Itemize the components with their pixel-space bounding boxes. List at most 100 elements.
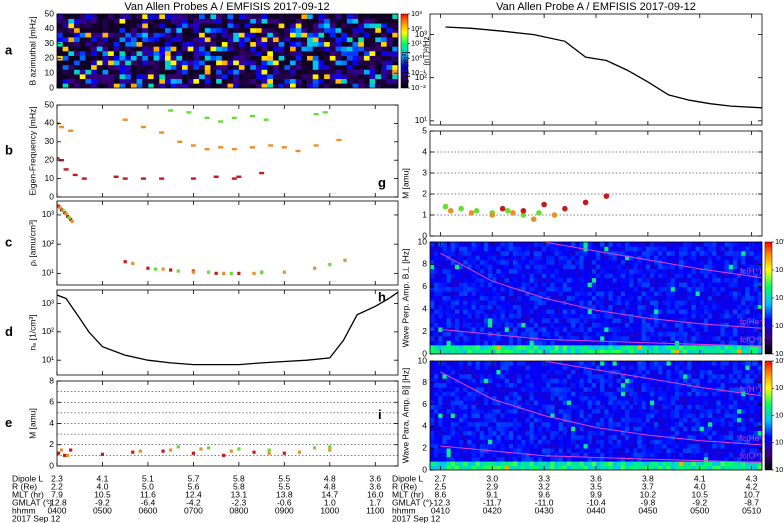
spectrogram-cell (562, 250, 568, 256)
spectrogram-cell (504, 369, 510, 375)
spectrogram-cell (517, 327, 522, 332)
spectrogram-cell (687, 417, 692, 423)
spectrogram-cell (662, 313, 667, 319)
spectrogram-cell (459, 422, 464, 427)
spectrogram-cell (546, 300, 551, 306)
spectrogram-cell (91, 83, 98, 88)
spectrogram-cell (529, 322, 535, 328)
spectrogram-cell (591, 417, 597, 423)
spectrogram-cell (221, 14, 228, 19)
spectrogram-cell (483, 277, 489, 283)
spectrogram-cell (687, 259, 692, 265)
spectrogram-cell (749, 268, 754, 274)
spectrogram-cell (341, 23, 348, 29)
spectrogram-cell (529, 340, 535, 346)
spectrogram-cell (521, 439, 526, 445)
spectrogram-cell (625, 400, 630, 405)
spectrogram-cell (600, 395, 605, 401)
spectrogram-cell (566, 295, 572, 301)
spectrogram-cell (508, 291, 514, 297)
spectrogram-cell (450, 413, 456, 418)
spectrogram-cell (459, 408, 464, 414)
spectrogram-cell (562, 365, 568, 371)
spectrogram-cell (492, 340, 497, 346)
spectrogram-cell (558, 309, 564, 314)
spectrogram-cell (508, 318, 514, 323)
spectrogram-cell (295, 78, 302, 84)
spectrogram-cell (645, 331, 651, 337)
spectrogram-cell (438, 413, 443, 418)
spectrogram-cell (699, 340, 705, 346)
spectrogram-cell (608, 264, 613, 270)
spectrogram-cell (96, 23, 103, 29)
spectrogram-cell (604, 465, 609, 470)
spectrogram-cell (753, 313, 759, 319)
spectrogram-cell (633, 264, 638, 270)
spectrogram-cell (625, 374, 630, 379)
point (68, 129, 74, 132)
spectrogram-cell (745, 277, 750, 283)
spectrogram-cell (438, 286, 443, 292)
spectrogram-cell (301, 55, 308, 61)
spectrogram-cell (637, 336, 642, 341)
spectrogram-cell (358, 51, 365, 56)
spectrogram-cell (442, 378, 447, 384)
spectrogram-cell (558, 456, 564, 462)
spectrogram-cell (674, 277, 680, 283)
spectrogram-cell (176, 83, 183, 88)
spectrogram-cell (616, 417, 622, 423)
spectrogram-cell (587, 313, 593, 319)
spectrogram-cell (199, 37, 206, 43)
spectrogram-cell (454, 369, 460, 375)
spectrogram-cell (566, 452, 572, 458)
spectrogram-cell (608, 400, 613, 405)
spectrogram-cell (508, 345, 514, 350)
spectrogram-cell (238, 83, 245, 88)
spectrogram-cell (475, 369, 481, 375)
spectrogram-cell (341, 14, 348, 19)
spectrogram-cell (216, 37, 223, 43)
spectrogram-cell (62, 64, 69, 70)
spectrogram-cell (620, 250, 626, 256)
spectrogram-cell (691, 255, 696, 261)
spectrogram-cell (467, 318, 472, 323)
spectrogram-cell (454, 391, 460, 397)
spectrogram-cell (504, 295, 510, 301)
spectrogram-cell (533, 349, 539, 354)
spectrogram-cell (546, 277, 551, 283)
spectrogram-cell (471, 295, 476, 301)
spectrogram-cell (591, 369, 597, 375)
spectrogram-cell (546, 435, 551, 440)
spectrogram-cell (529, 318, 535, 323)
spectrogram-cell (625, 395, 630, 401)
spectrogram-cell (691, 452, 696, 458)
spectrogram-cell (434, 264, 439, 270)
spectrogram-cell (108, 69, 115, 75)
point (66, 453, 70, 457)
spectrogram-cell (471, 273, 476, 279)
spectrogram-cell (575, 273, 580, 279)
spectrogram-cell (496, 309, 501, 314)
spectrogram-cell (438, 291, 443, 297)
spectrogram-cell (571, 340, 576, 346)
y-tick-label: 4 (422, 303, 427, 313)
spectrogram-cell (625, 242, 630, 247)
spectrogram-cell (517, 422, 522, 427)
spectrogram-cell (633, 295, 638, 301)
spectrogram-cell (74, 60, 81, 66)
spectrogram-cell (583, 400, 588, 405)
spectrogram-cell (546, 322, 551, 328)
spectrogram-cell (649, 345, 655, 350)
spectrogram-cell (620, 382, 626, 388)
spectrogram-cell (358, 41, 365, 47)
spectrogram-cell (629, 277, 634, 283)
spectrogram-cell (430, 465, 435, 470)
spectrogram-cell (562, 309, 568, 314)
spectrogram-cell (674, 374, 680, 379)
plot-area (445, 26, 762, 109)
spectrogram-cell (604, 452, 609, 458)
spectrogram-cell (583, 408, 588, 414)
spectrogram-cell (629, 374, 634, 379)
spectrogram-cell (164, 51, 171, 56)
